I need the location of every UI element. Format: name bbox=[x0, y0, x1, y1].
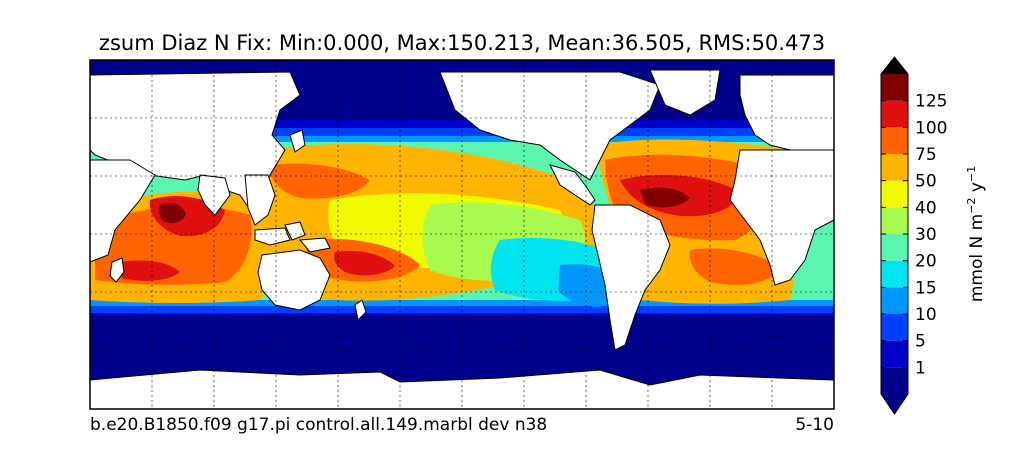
land-madagascar bbox=[109, 257, 125, 283]
land-antarctica bbox=[90, 369, 834, 409]
land-maritime-2 bbox=[284, 221, 306, 241]
colorbar-label: mmol N m−2 y−1 bbox=[965, 166, 987, 302]
land-new-zealand bbox=[354, 299, 367, 322]
colorbar-tick-label: 5 bbox=[915, 332, 926, 352]
colorbar-segment bbox=[881, 180, 908, 208]
colorbar-tick-label: 1 bbox=[915, 358, 926, 378]
colorbar-label-main: mmol N m bbox=[967, 214, 987, 302]
atlantic-max bbox=[640, 187, 690, 208]
colorbar-segment bbox=[881, 287, 908, 314]
map-frame bbox=[89, 59, 835, 410]
colorbar-segment bbox=[881, 260, 908, 288]
footer-left: b.e20.B1850.f09 g17.pi control.all.149.m… bbox=[90, 415, 547, 435]
land-north-america bbox=[439, 71, 661, 181]
land-central-america bbox=[549, 164, 596, 206]
colorbar-extend-top bbox=[881, 57, 908, 74]
graticule bbox=[90, 60, 834, 409]
colorbar-tick-label: 125 bbox=[915, 92, 947, 112]
land-africa bbox=[90, 159, 156, 263]
colorbar-label-mid: y bbox=[967, 182, 987, 197]
footer-right: 5-10 bbox=[795, 415, 834, 435]
colorbar-segment bbox=[881, 340, 908, 368]
land-se-asia bbox=[244, 174, 276, 226]
land-greenland bbox=[649, 69, 721, 116]
colorbar-tick-label: 15 bbox=[915, 278, 937, 298]
south-atlantic-red bbox=[689, 248, 780, 285]
pacific-south-darkred bbox=[333, 250, 395, 276]
map bbox=[90, 60, 834, 409]
colorbar-tick-label: 20 bbox=[915, 252, 937, 272]
land-japan bbox=[289, 129, 306, 153]
colorbar-tick-label: 50 bbox=[915, 172, 937, 192]
colorbar-segment bbox=[881, 74, 908, 101]
colorbar-label-exp2: −1 bbox=[965, 166, 978, 182]
chart-title: zsum Diaz N Fix: Min:0.000, Max:150.213,… bbox=[99, 31, 825, 55]
colorbar-segment bbox=[881, 367, 908, 394]
indian-south-red bbox=[120, 260, 180, 281]
colorbar-outline bbox=[880, 56, 909, 415]
colorbar-tick-label: 30 bbox=[915, 225, 937, 245]
colorbar-tick-label: 10 bbox=[915, 305, 937, 325]
arabian-sea-max bbox=[158, 202, 186, 224]
colorbar-segment bbox=[881, 207, 908, 234]
colorbar-segment bbox=[881, 100, 908, 128]
colorbar-segment bbox=[881, 234, 908, 261]
colorbar-tick-label: 100 bbox=[915, 118, 947, 138]
land-africa-east bbox=[729, 149, 834, 286]
colorbar-segment bbox=[881, 154, 908, 181]
land-europe bbox=[739, 74, 834, 156]
land-new-guinea bbox=[298, 237, 331, 253]
land-south-america bbox=[591, 204, 671, 351]
colorbar-tick-label: 40 bbox=[915, 198, 937, 218]
colorbar-extend-bottom bbox=[881, 394, 908, 414]
colorbar-segment bbox=[881, 127, 908, 154]
colorbar-tick-label: 75 bbox=[915, 145, 937, 165]
pacific-north-orange bbox=[269, 163, 370, 199]
colorbar-label-exp1: −2 bbox=[965, 198, 978, 214]
colorbar-segment bbox=[881, 314, 908, 341]
land-maritime-1 bbox=[254, 227, 291, 246]
